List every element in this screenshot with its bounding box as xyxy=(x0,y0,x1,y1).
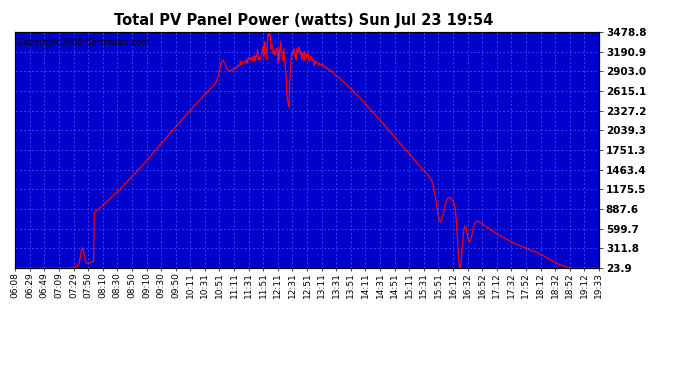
Text: Copyright 2006 Cartronics.com: Copyright 2006 Cartronics.com xyxy=(18,38,149,47)
Text: Total PV Panel Power (watts) Sun Jul 23 19:54: Total PV Panel Power (watts) Sun Jul 23 … xyxy=(114,13,493,28)
